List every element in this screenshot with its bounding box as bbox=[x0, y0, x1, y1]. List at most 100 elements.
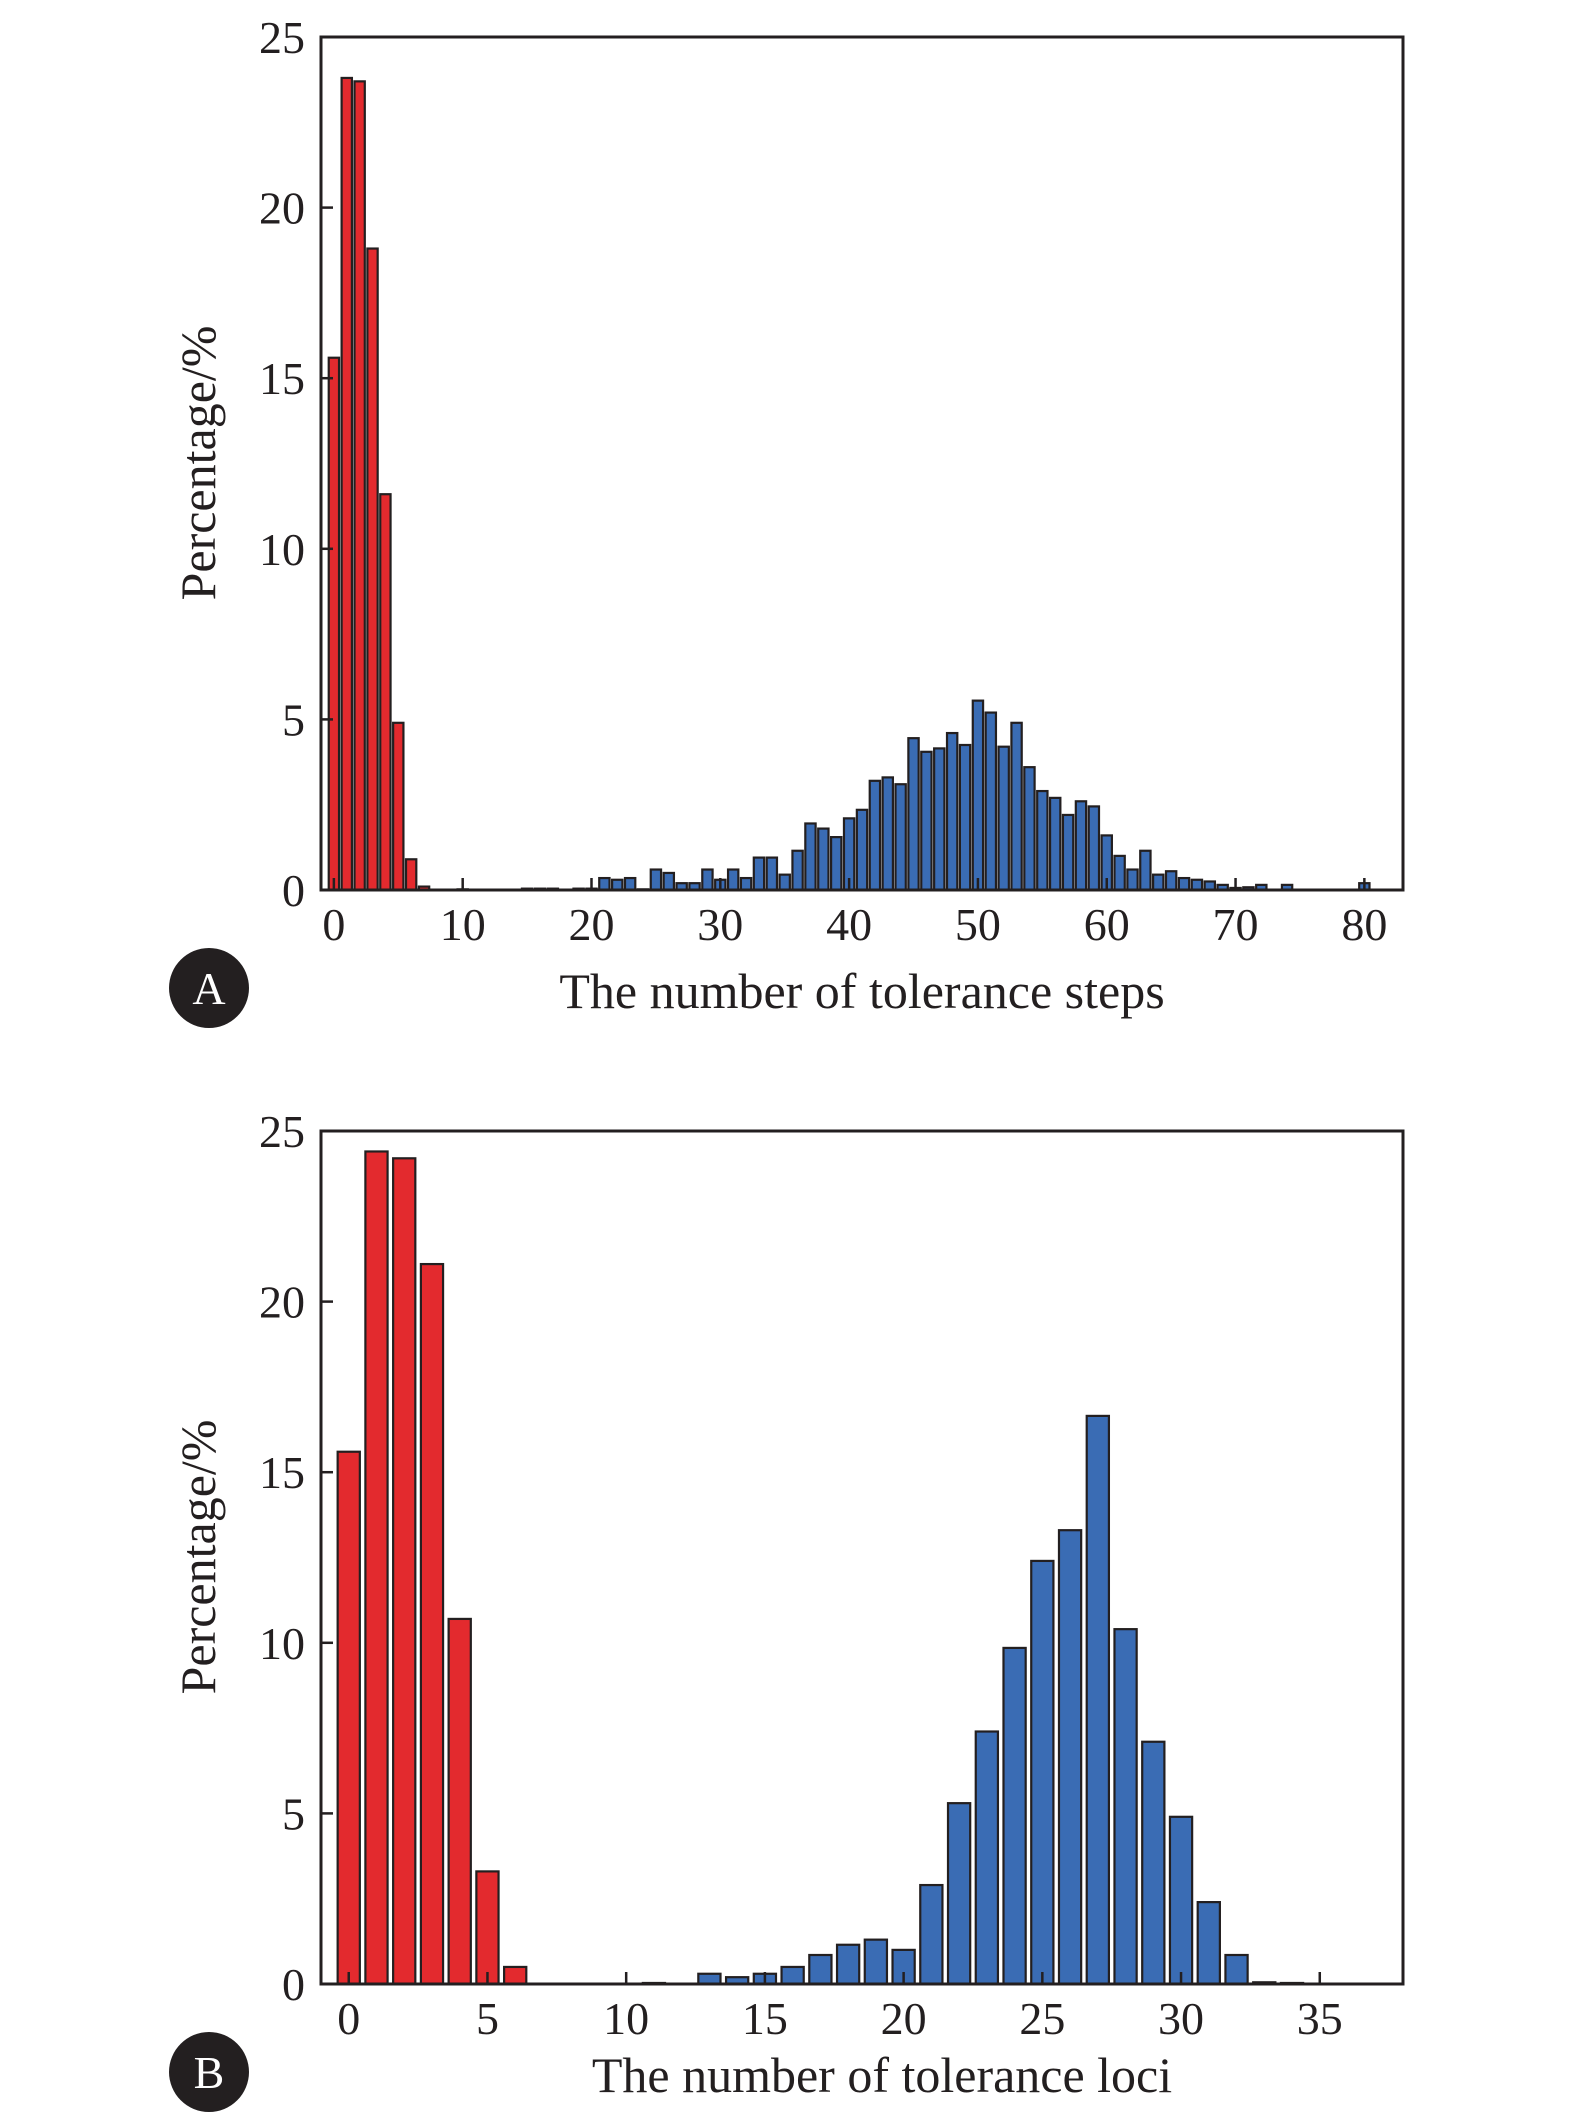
chart-a-bar-blue-58 bbox=[1074, 800, 1088, 892]
chart-b-x-tick-label-35: 35 bbox=[1297, 1993, 1343, 2044]
chart-a-bar-blue-44 bbox=[894, 783, 907, 892]
chart-a-x-tick-label-20: 20 bbox=[569, 899, 615, 950]
chart-a-bar-blue-42 bbox=[868, 779, 882, 892]
chart-a-bar-red-6 bbox=[404, 858, 418, 892]
chart-a-bar-blue-48 bbox=[945, 731, 959, 892]
chart-b-x-tick-label-0: 0 bbox=[337, 1993, 360, 2044]
chart-b-bar-blue-17 bbox=[808, 1953, 833, 1986]
chart-a-bar-blue-56 bbox=[1048, 796, 1062, 892]
chart-b-x-axis-title: The number of tolerance loci bbox=[592, 2047, 1172, 2103]
chart-b-x-tick-label-10: 10 bbox=[603, 1993, 649, 2044]
chart-a-bar-red-5 bbox=[392, 721, 405, 892]
chart-b-bar-red-1 bbox=[364, 1150, 389, 1986]
chart-a-bar-blue-59 bbox=[1087, 805, 1101, 892]
chart-b-bar-blue-23 bbox=[974, 1730, 1000, 1986]
chart-a-bar-blue-41 bbox=[855, 808, 869, 892]
chart-b-y-tick-label-10: 10 bbox=[259, 1618, 305, 1669]
chart-a-y-tick-label-5: 5 bbox=[282, 694, 305, 745]
chart-a-x-tick-label-60: 60 bbox=[1084, 899, 1130, 950]
chart-a-x-tick-label-30: 30 bbox=[697, 899, 743, 950]
chart-b-x-ticks: 0 5 10 15 20 25 30 35 bbox=[337, 1972, 1343, 2044]
chart-b-bar-blue-13 bbox=[697, 1972, 722, 1986]
chart-b-bar-blue-19 bbox=[863, 1938, 889, 1986]
chart-b-y-ticks: 0 5 10 15 20 25 bbox=[259, 1106, 333, 2010]
chart-b-y-tick-label-0: 0 bbox=[282, 1959, 305, 2010]
chart-a-bar-blue-47 bbox=[933, 747, 946, 892]
chart-b-x-tick-label-20: 20 bbox=[881, 1993, 927, 2044]
chart-b-bars bbox=[336, 1150, 1305, 1986]
chart-a-x-tick-label-10: 10 bbox=[440, 899, 486, 950]
chart-b-y-tick-label-20: 20 bbox=[259, 1277, 305, 1328]
chart-b-x-tick-label-30: 30 bbox=[1158, 1993, 1204, 2044]
chart-a-x-tick-label-40: 40 bbox=[826, 899, 872, 950]
chart-a-bar-blue-21 bbox=[598, 876, 611, 892]
chart-a-bar-red-2 bbox=[353, 80, 366, 892]
chart-a-bar-blue-64 bbox=[1152, 873, 1165, 892]
chart-a-x-tick-label-80: 80 bbox=[1341, 899, 1387, 950]
chart-b-y-tick-label-5: 5 bbox=[282, 1788, 305, 1839]
panel-a-label: A bbox=[192, 963, 225, 1014]
chart-b-bar-blue-27 bbox=[1085, 1414, 1111, 1986]
chart-a-bar-red-3 bbox=[366, 247, 379, 892]
chart-a-x-ticks: 0 10 20 30 40 50 60 70 80 bbox=[322, 878, 1387, 950]
chart-a-x-tick-label-70: 70 bbox=[1213, 899, 1259, 950]
chart-a-bar-blue-22 bbox=[611, 878, 624, 892]
chart-a-bar-blue-45 bbox=[907, 737, 920, 892]
chart-b-bar-blue-29 bbox=[1141, 1740, 1166, 1986]
chart-a-bar-blue-25 bbox=[649, 868, 663, 892]
chart-a-bar-blue-37 bbox=[804, 822, 817, 892]
panel-b-badge bbox=[169, 2032, 249, 2112]
chart-b-bar-blue-16 bbox=[780, 1965, 805, 1986]
chart-b-bar-blue-30 bbox=[1168, 1815, 1194, 1986]
chart-b-bar-blue-32 bbox=[1224, 1953, 1249, 1986]
chart-b-bar-blue-31 bbox=[1196, 1901, 1221, 1986]
chart-a-bar-blue-57 bbox=[1061, 813, 1075, 892]
chart-a-bar-blue-61 bbox=[1113, 854, 1126, 892]
chart-a-bar-blue-67 bbox=[1190, 878, 1204, 892]
chart-b-bar-blue-18 bbox=[835, 1943, 861, 1986]
chart-b-bar-blue-22 bbox=[946, 1802, 972, 1986]
chart-b-bar-blue-26 bbox=[1057, 1529, 1083, 1986]
chart-a-bar-blue-35 bbox=[778, 873, 791, 892]
chart-a-bar-blue-33 bbox=[752, 856, 766, 892]
chart-panel-a: 0 10 20 30 40 50 60 70 80 0 5 10 15 20 25 The number … bbox=[169, 12, 1405, 1028]
chart-b-bar-red-3 bbox=[419, 1262, 445, 1986]
chart-a-bar-blue-43 bbox=[881, 776, 895, 892]
chart-b-bar-blue-25 bbox=[1030, 1559, 1055, 1986]
chart-a-y-tick-label-15: 15 bbox=[259, 353, 305, 404]
chart-b-bar-red-5 bbox=[475, 1870, 500, 1986]
chart-a-x-axis-title: The number of tolerance steps bbox=[559, 963, 1164, 1019]
chart-a-bar-blue-32 bbox=[739, 876, 753, 892]
chart-a-bar-blue-49 bbox=[958, 743, 972, 892]
chart-b-bar-red-4 bbox=[447, 1617, 472, 1986]
chart-b-bar-red-2 bbox=[392, 1157, 417, 1986]
chart-a-x-tick-label-0: 0 bbox=[322, 899, 345, 950]
chart-a-bar-blue-55 bbox=[1036, 789, 1049, 892]
chart-a-bars bbox=[327, 76, 1371, 892]
chart-a-bar-blue-39 bbox=[829, 836, 843, 892]
chart-a-bar-blue-29 bbox=[701, 868, 714, 892]
chart-a-bar-blue-52 bbox=[997, 745, 1010, 892]
chart-a-bar-red-1 bbox=[340, 76, 354, 892]
chart-a-bar-blue-66 bbox=[1177, 876, 1191, 892]
chart-a-bar-blue-34 bbox=[765, 856, 779, 892]
chart-b-plot-frame bbox=[319, 1129, 1405, 1986]
chart-a-bar-red-0 bbox=[327, 356, 341, 892]
chart-b-bar-blue-28 bbox=[1113, 1628, 1138, 1986]
chart-b-y-tick-label-25: 25 bbox=[259, 1106, 305, 1157]
chart-a-bar-blue-38 bbox=[817, 827, 830, 892]
chart-b-x-tick-label-25: 25 bbox=[1019, 1993, 1065, 2044]
chart-a-y-tick-label-10: 10 bbox=[259, 524, 305, 575]
chart-a-x-tick-label-50: 50 bbox=[955, 899, 1001, 950]
chart-b-y-axis-title: Percentage/% bbox=[170, 1420, 226, 1695]
panel-a-badge bbox=[169, 948, 249, 1028]
chart-b-bar-red-6 bbox=[503, 1965, 528, 1986]
chart-a-y-tick-label-25: 25 bbox=[259, 12, 305, 63]
chart-a-bar-red-4 bbox=[379, 493, 392, 892]
chart-a-bar-blue-63 bbox=[1139, 849, 1152, 892]
chart-a-bar-blue-53 bbox=[1010, 721, 1023, 892]
chart-b-x-tick-label-5: 5 bbox=[476, 1993, 499, 2044]
chart-a-y-axis-title: Percentage/% bbox=[170, 326, 226, 601]
chart-a-bar-blue-50 bbox=[971, 699, 985, 892]
